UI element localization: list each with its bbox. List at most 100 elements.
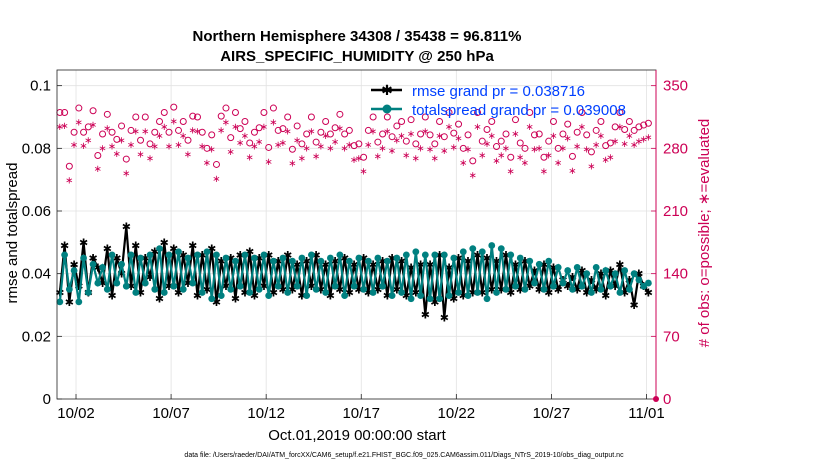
data-point: ∗ [644, 133, 652, 144]
data-point: ✱ [126, 280, 135, 293]
data-point [545, 257, 553, 265]
data-point: ∗ [388, 146, 396, 157]
y-left-axis-label: rmse and totalspread [4, 163, 21, 304]
data-point: ✱ [444, 261, 453, 274]
x-tick-label: 10/17 [342, 405, 380, 422]
data-point [512, 282, 519, 290]
x-axis-label: Oct.01,2019 00:00:00 start [268, 427, 446, 444]
data-point [132, 113, 140, 121]
data-point [564, 267, 572, 274]
data-point: ∗ [65, 176, 73, 187]
chart-title: Northern Hemisphere 34308 / 35438 = 96.8… [193, 28, 522, 45]
data-point: ✱ [326, 290, 335, 303]
data-point: ∗ [568, 166, 576, 177]
data-point: ∗ [340, 143, 348, 154]
data-point [502, 130, 510, 138]
data-point: ✱ [259, 280, 268, 293]
data-point [583, 131, 591, 139]
data-point: ✱ [368, 258, 377, 271]
data-point [602, 267, 610, 274]
data-point: ∗ [189, 126, 197, 137]
data-point: ✱ [231, 293, 240, 306]
data-point: ✱ [440, 312, 449, 325]
data-point [293, 122, 301, 130]
data-point: ✱ [145, 271, 154, 284]
data-point: ∗ [146, 153, 154, 164]
data-point [364, 257, 372, 265]
data-point [265, 292, 273, 299]
data-point [341, 292, 349, 299]
data-point: ✱ [193, 290, 202, 303]
data-point: ✱ [468, 286, 477, 299]
data-point [269, 104, 277, 112]
data-point: ✱ [383, 290, 392, 303]
data-point [507, 153, 515, 161]
data-point [426, 295, 434, 303]
data-point [559, 279, 567, 287]
data-point [94, 151, 102, 159]
data-point [127, 251, 135, 259]
data-point [578, 109, 586, 117]
data-point: ✱ [179, 249, 188, 262]
data-point [431, 251, 439, 259]
data-point [388, 133, 396, 141]
data-point: ✱ [387, 252, 396, 265]
data-point [236, 125, 244, 133]
data-point: ∗ [464, 144, 472, 155]
data-point: ✱ [459, 290, 468, 303]
data-point [212, 160, 220, 168]
data-point [431, 140, 439, 148]
data-point [559, 130, 567, 138]
data-point [573, 264, 581, 271]
data-point: ∗ [554, 158, 562, 169]
data-point: ✱ [331, 255, 340, 268]
data-point [345, 126, 353, 134]
data-point: ∗ [497, 151, 505, 162]
data-point [407, 295, 415, 303]
data-point [616, 289, 624, 296]
data-point: ✱ [74, 280, 83, 293]
data-point [374, 138, 382, 146]
data-point [260, 251, 268, 259]
data-point [369, 113, 377, 121]
data-point: ∗ [507, 167, 515, 178]
data-point [89, 107, 97, 115]
data-point: ✱ [164, 280, 173, 293]
data-point: ✱ [93, 261, 102, 274]
data-point: ✱ [122, 221, 131, 234]
data-point [621, 126, 629, 134]
data-point [630, 126, 638, 134]
data-point: ✱ [217, 255, 226, 268]
data-point [502, 285, 510, 293]
data-point [146, 140, 154, 148]
data-point: ✱ [606, 265, 615, 278]
data-point [232, 257, 239, 265]
data-point [326, 254, 334, 262]
series-line [58, 226, 650, 318]
data-point: ∗ [56, 122, 64, 133]
data-point: ✱ [221, 280, 230, 293]
data-point [284, 113, 292, 121]
data-point: ✱ [482, 252, 491, 265]
data-point: ✱ [497, 283, 506, 296]
data-point: ∗ [488, 131, 496, 142]
data-point: ✱ [554, 283, 563, 296]
data-point [217, 292, 225, 299]
data-point [236, 282, 244, 290]
data-point: ∗ [236, 138, 244, 149]
data-point: ✱ [278, 283, 287, 296]
data-point: ✱ [312, 249, 321, 262]
data-point [141, 279, 149, 287]
data-point: ✱ [487, 283, 496, 296]
data-point: ✱ [150, 246, 159, 259]
chart-subtitle: AIRS_SPECIFIC_HUMIDITY @ 250 hPa [220, 48, 494, 65]
data-point: ∗ [122, 169, 130, 180]
data-point [640, 121, 648, 129]
data-point: ✱ [79, 236, 88, 249]
data-point [312, 285, 320, 293]
data-point [535, 130, 543, 138]
data-point: ∗ [108, 142, 116, 153]
data-point [568, 152, 576, 160]
data-point: ∗ [639, 134, 647, 145]
data-point: ✱ [463, 255, 472, 268]
